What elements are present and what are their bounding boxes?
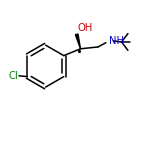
Polygon shape — [75, 34, 81, 49]
Text: Cl: Cl — [8, 71, 18, 81]
Text: OH: OH — [77, 22, 93, 33]
Text: NH: NH — [109, 36, 124, 46]
